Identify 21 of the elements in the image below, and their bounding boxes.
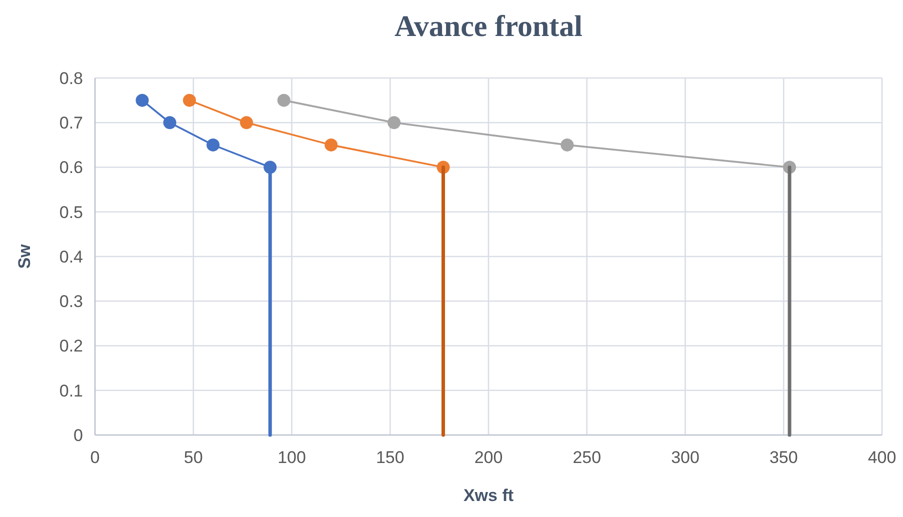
y-tick-label: 0.1: [59, 381, 83, 400]
y-tick-label: 0.7: [59, 114, 83, 133]
x-tick-label: 200: [474, 448, 503, 467]
chart-title: Avance frontal: [394, 10, 583, 43]
x-tick-label: 150: [376, 448, 404, 467]
y-tick-label: 0.3: [59, 292, 83, 312]
y-tick-label: 0.2: [59, 336, 83, 356]
y-tick-label: 0.6: [59, 158, 83, 178]
y-tick-label: 0.8: [59, 68, 83, 88]
x-tick-label: 300: [671, 448, 700, 467]
x-tick-label: 0: [90, 448, 100, 467]
y-axis-title: Sw: [15, 243, 34, 269]
x-tick-label: 100: [278, 448, 306, 467]
x-tick-label: 400: [868, 448, 896, 467]
x-axis-title: Xws ft: [463, 486, 514, 505]
y-tick-label: 0.5: [59, 202, 83, 222]
x-tick-label: 250: [572, 448, 602, 467]
y-tick-label: 0.4: [59, 247, 83, 266]
y-tick-label: 0: [74, 426, 83, 445]
x-tick-label: 50: [184, 448, 203, 467]
x-tick-label: 350: [769, 448, 798, 467]
